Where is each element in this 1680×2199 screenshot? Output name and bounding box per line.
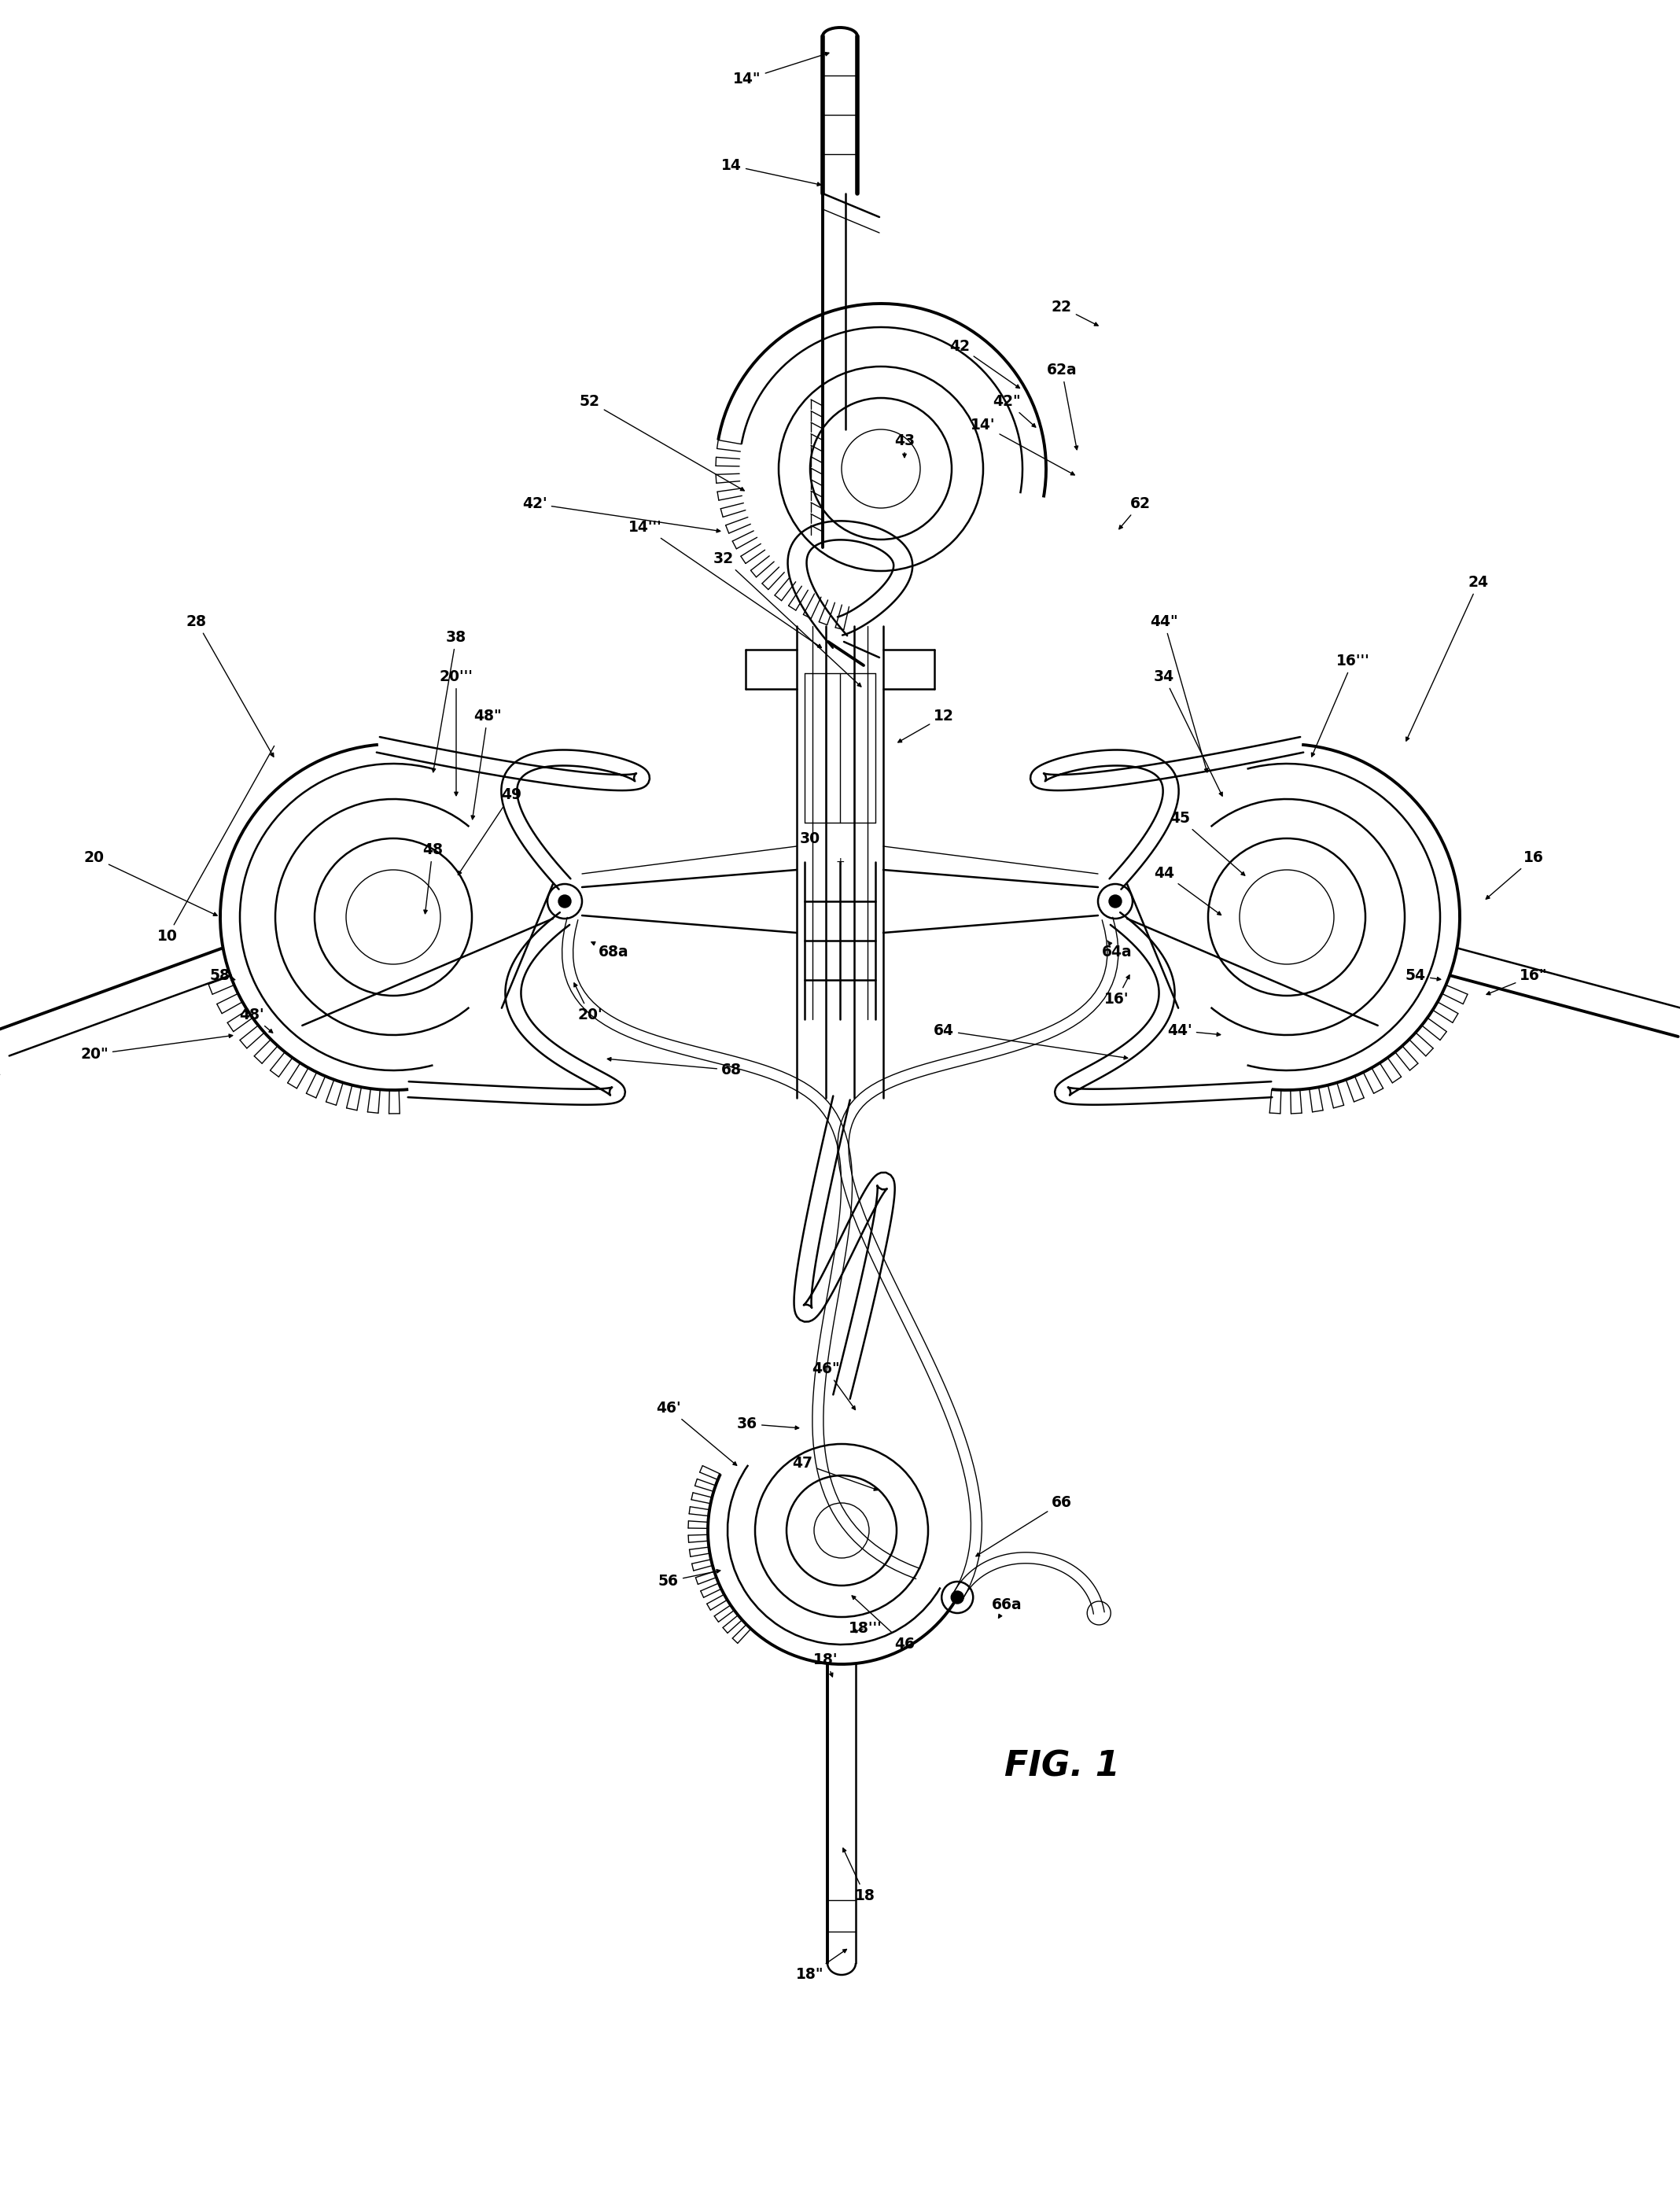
- Text: 42": 42": [993, 394, 1035, 427]
- Text: 18''': 18''': [848, 1621, 882, 1636]
- Text: 34: 34: [1154, 668, 1223, 796]
- Text: 24: 24: [1406, 574, 1488, 741]
- Text: 48': 48': [239, 1007, 272, 1034]
- Text: 20": 20": [81, 1034, 232, 1062]
- Text: 46': 46': [657, 1401, 738, 1465]
- Circle shape: [951, 1592, 964, 1603]
- Text: 18': 18': [813, 1651, 838, 1678]
- Text: 30: 30: [800, 831, 820, 847]
- Text: 47: 47: [791, 1456, 877, 1491]
- Text: 66: 66: [976, 1495, 1072, 1557]
- Text: 14: 14: [721, 158, 822, 187]
- Text: 56: 56: [659, 1570, 721, 1588]
- Circle shape: [558, 895, 571, 908]
- Text: 68: 68: [608, 1058, 741, 1078]
- Text: 20: 20: [84, 851, 217, 915]
- Text: 48": 48": [470, 708, 502, 820]
- Text: 20': 20': [575, 983, 603, 1023]
- Text: FIG. 1: FIG. 1: [1005, 1750, 1119, 1783]
- Text: 62: 62: [1119, 497, 1151, 530]
- Text: 38: 38: [432, 629, 467, 772]
- Text: +: +: [835, 855, 845, 866]
- Text: 62a: 62a: [1047, 363, 1079, 449]
- Text: 58: 58: [210, 968, 235, 983]
- Text: 16''': 16''': [1312, 653, 1369, 756]
- Text: 44": 44": [1151, 614, 1208, 772]
- Text: 46": 46": [811, 1361, 855, 1410]
- Text: 14''': 14''': [628, 519, 822, 649]
- Text: 14": 14": [732, 53, 828, 86]
- Text: 54: 54: [1406, 968, 1441, 983]
- Text: 10: 10: [158, 745, 274, 943]
- Text: 44': 44': [1168, 1023, 1220, 1038]
- Text: 49: 49: [459, 787, 521, 875]
- Text: 18: 18: [843, 1847, 875, 1904]
- Text: 14': 14': [971, 418, 1075, 475]
- Text: 16': 16': [1104, 974, 1129, 1007]
- Text: 43: 43: [894, 433, 916, 457]
- Text: 28: 28: [186, 614, 274, 756]
- Text: 45: 45: [1169, 811, 1245, 875]
- Text: 32: 32: [714, 552, 862, 686]
- Text: 18": 18": [796, 1948, 847, 1981]
- Text: 52: 52: [580, 394, 744, 490]
- Text: 42': 42': [522, 497, 721, 532]
- Text: 20''': 20''': [438, 668, 474, 796]
- Text: 12: 12: [899, 708, 954, 743]
- Text: 44: 44: [1154, 866, 1221, 915]
- Text: 16": 16": [1487, 968, 1547, 994]
- Circle shape: [1109, 895, 1122, 908]
- Text: 48: 48: [422, 842, 444, 913]
- Text: 64a: 64a: [1102, 941, 1132, 959]
- Text: 42: 42: [949, 339, 1020, 389]
- Text: 22: 22: [1052, 299, 1099, 325]
- Text: 36: 36: [738, 1416, 800, 1432]
- Text: 64: 64: [934, 1023, 1127, 1060]
- Text: 66a: 66a: [991, 1596, 1021, 1618]
- Text: 16: 16: [1485, 851, 1544, 899]
- Text: 68a: 68a: [591, 941, 628, 959]
- Text: 46: 46: [852, 1596, 914, 1651]
